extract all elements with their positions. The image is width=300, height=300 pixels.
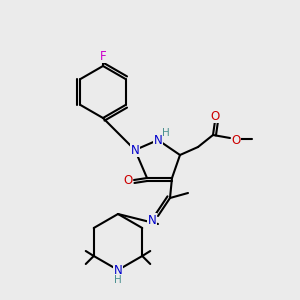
Text: O: O <box>123 173 133 187</box>
Text: O: O <box>210 110 220 122</box>
Text: N: N <box>148 214 156 226</box>
Text: F: F <box>100 50 106 62</box>
Text: H: H <box>162 128 170 138</box>
Text: N: N <box>130 143 140 157</box>
Text: N: N <box>114 263 122 277</box>
Text: H: H <box>114 275 122 285</box>
Text: O: O <box>231 134 241 146</box>
Text: N: N <box>154 134 162 146</box>
